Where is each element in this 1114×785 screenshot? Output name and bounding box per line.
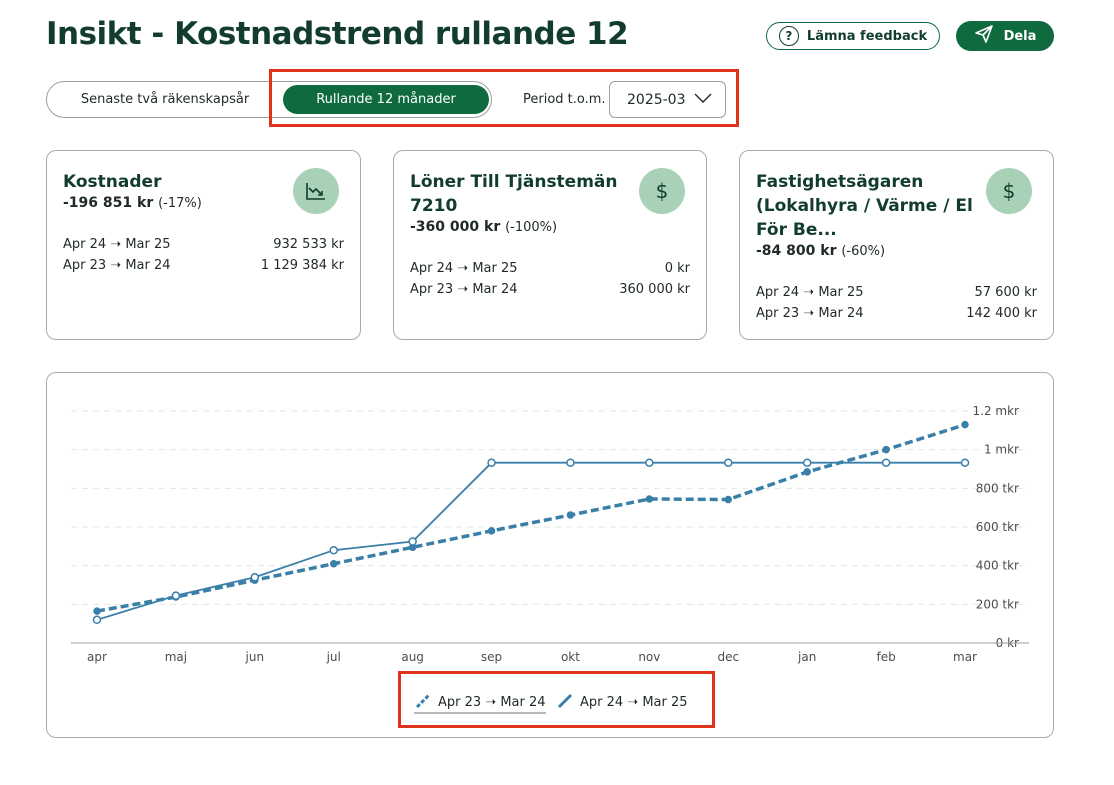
data-point	[724, 458, 733, 467]
y-tick-label: 800 tkr	[976, 481, 1019, 495]
card-row: Apr 24 ➝ Mar 25 932 533 kr	[63, 237, 344, 252]
amount-value: -360 000 kr	[410, 219, 501, 235]
summary-card-costs: Kostnader -196 851 kr (-17%) Apr 24 ➝ Ma…	[46, 150, 361, 340]
x-tick-label: dec	[717, 650, 739, 664]
row-label: Apr 24 ➝ Mar 25	[410, 261, 518, 276]
data-point	[960, 458, 970, 467]
summary-card-salaries: Löner Till Tjänstemän 7210 -360 000 kr (…	[393, 150, 707, 340]
card-title: Fastighetsägaren (Lokalhyra / Värme / El…	[756, 172, 973, 240]
x-tick-label: apr	[87, 650, 107, 664]
data-point	[329, 559, 338, 568]
row-label: Apr 23 ➝ Mar 24	[410, 282, 518, 297]
y-tick-label: 1 mkr	[984, 443, 1019, 457]
share-label: Dela	[1003, 28, 1037, 44]
send-icon	[974, 24, 994, 48]
data-point	[566, 511, 575, 519]
x-tick-label: jun	[245, 650, 265, 664]
data-point	[724, 495, 733, 504]
data-point	[250, 573, 260, 582]
summary-card-landlord: Fastighetsägaren (Lokalhyra / Värme / El…	[739, 150, 1054, 340]
legend-pencil-icon	[557, 693, 573, 709]
legend-label: Apr 23 ➝ Mar 24	[438, 695, 546, 710]
period-label: Period t.o.m.	[523, 92, 606, 107]
data-point	[645, 458, 654, 467]
legend-label: Apr 24 ➝ Mar 25	[580, 695, 688, 710]
series-line-1	[96, 461, 965, 621]
data-point	[408, 537, 417, 546]
x-tick-label: aug	[401, 650, 424, 664]
data-point	[92, 615, 102, 625]
chevron-down-icon	[694, 92, 712, 108]
x-tick-label: jul	[326, 650, 341, 664]
row-label: Apr 23 ➝ Mar 24	[756, 306, 864, 321]
page-title: Insikt - Kostnadstrend rullande 12	[46, 16, 629, 52]
row-value: 0 kr	[664, 261, 690, 276]
series-line-0	[96, 422, 966, 613]
amount-value: -84 800 kr	[756, 243, 837, 259]
x-tick-label: feb	[876, 650, 895, 664]
data-point	[487, 458, 496, 467]
x-tick-label: okt	[561, 650, 580, 664]
data-point	[802, 458, 812, 467]
data-point	[171, 591, 181, 600]
data-point	[487, 527, 496, 535]
card-amount: -84 800 kr (-60%)	[756, 243, 885, 259]
amount-value: -196 851 kr	[63, 195, 154, 211]
feedback-label: Lämna feedback	[806, 28, 928, 44]
y-tick-label: 600 tkr	[976, 520, 1019, 534]
data-point	[881, 458, 891, 467]
cost-trend-chart: 0 kr 200 tkr 400 tkr 600 tkr 800 tkr 1 mkr 1.2…	[46, 372, 1054, 738]
x-tick-label: nov	[638, 650, 660, 664]
data-point	[329, 545, 338, 555]
x-tick-label: mar	[953, 650, 977, 664]
y-tick-label: 200 tkr	[976, 597, 1019, 611]
period-select[interactable]: 2025-03	[609, 81, 726, 118]
x-tick-label: sep	[481, 650, 502, 664]
row-value: 360 000 kr	[619, 282, 690, 297]
data-point	[803, 468, 811, 476]
row-label: Apr 23 ➝ Mar 24	[63, 258, 171, 273]
data-point	[93, 607, 101, 615]
segment-rolling-12-months[interactable]: Rullande 12 månader	[283, 85, 489, 114]
feedback-button[interactable]: ? Lämna feedback	[766, 22, 940, 50]
card-row: Apr 23 ➝ Mar 24 360 000 kr	[410, 282, 690, 297]
period-value: 2025-03	[627, 91, 686, 108]
row-value: 142 400 kr	[966, 306, 1037, 321]
data-point	[961, 420, 969, 429]
amount-percent: (-60%)	[841, 244, 886, 259]
y-tick-label: 1.2 mkr	[973, 404, 1020, 418]
amount-percent: (-100%)	[505, 220, 558, 235]
data-point	[645, 495, 654, 503]
card-title: Löner Till Tjänstemän 7210	[410, 172, 618, 216]
period-mode-toggle: Senaste två räkenskapsår Rullande 12 mån…	[46, 81, 492, 118]
data-point	[882, 445, 890, 454]
data-point	[566, 458, 575, 467]
row-label: Apr 24 ➝ Mar 25	[756, 285, 864, 300]
card-amount: -196 851 kr (-17%)	[63, 195, 202, 211]
card-row: Apr 23 ➝ Mar 24 142 400 kr	[756, 306, 1037, 321]
card-row: Apr 24 ➝ Mar 25 0 kr	[410, 261, 690, 276]
row-value: 932 533 kr	[273, 237, 344, 252]
dollar-icon: $	[639, 168, 685, 214]
card-title: Kostnader	[63, 172, 162, 192]
row-label: Apr 24 ➝ Mar 25	[63, 237, 171, 252]
x-tick-label: maj	[165, 650, 187, 664]
card-amount: -360 000 kr (-100%)	[410, 219, 557, 235]
row-value: 1 129 384 kr	[260, 258, 344, 273]
share-button[interactable]: Dela	[956, 21, 1054, 51]
card-row: Apr 23 ➝ Mar 24 1 129 384 kr	[63, 258, 344, 273]
dollar-icon: $	[986, 168, 1032, 214]
row-value: 57 600 kr	[974, 285, 1038, 300]
amount-percent: (-17%)	[158, 196, 202, 211]
segment-two-fiscal-years[interactable]: Senaste två räkenskapsår	[80, 92, 250, 107]
x-tick-label: jan	[797, 650, 816, 664]
question-icon: ?	[778, 26, 799, 46]
card-row: Apr 24 ➝ Mar 25 57 600 kr	[756, 285, 1037, 300]
legend-pencil-dashed-icon	[415, 693, 431, 709]
trend-down-icon	[293, 168, 339, 214]
y-tick-label: 400 tkr	[976, 559, 1019, 573]
